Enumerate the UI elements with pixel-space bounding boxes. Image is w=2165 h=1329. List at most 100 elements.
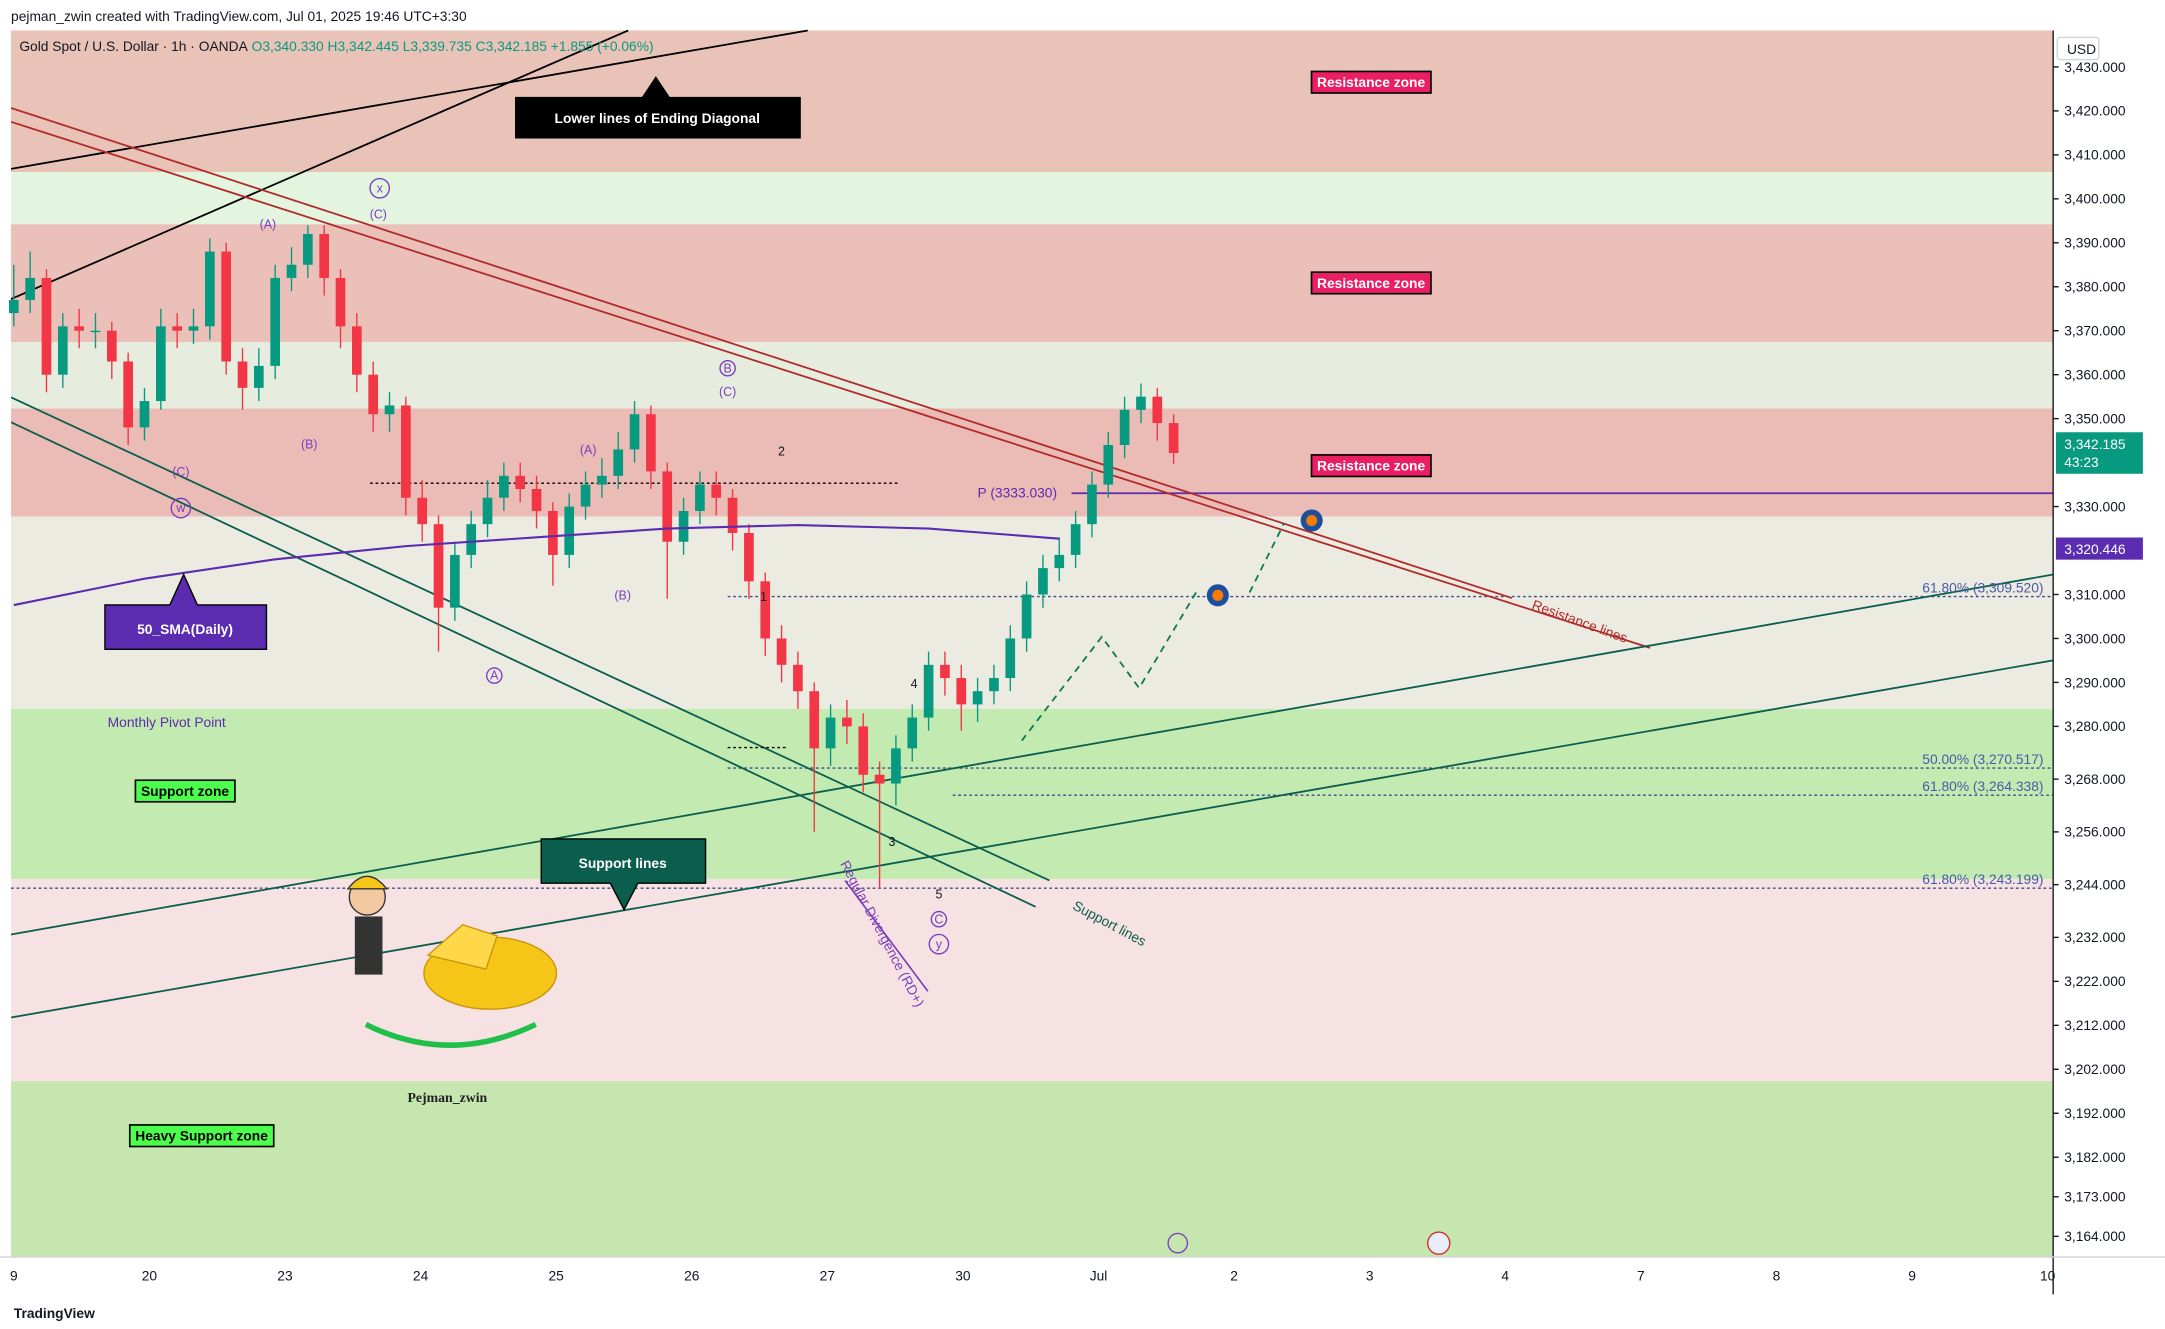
- brand: TradingView: [14, 1305, 95, 1321]
- zone-label-box: [1310, 454, 1432, 478]
- candle-body: [8, 299, 19, 314]
- x-tick-label: 7: [1637, 1268, 1645, 1284]
- axes: 3,430.000 3,420.000 3,410.000 3,400.000 3,39…: [10, 59, 2143, 1284]
- y-tick-label: 3,182.000: [2064, 1149, 2126, 1165]
- last-price-label: 3,342.185: [2064, 436, 2126, 452]
- candle-body: [629, 414, 640, 450]
- candle-body: [368, 374, 379, 415]
- candle-body: [352, 326, 362, 375]
- sma-value-label: 3,320.446: [2064, 541, 2126, 557]
- x-tick-label: 25: [548, 1268, 564, 1284]
- zone: [11, 516, 2054, 709]
- candle-body: [57, 326, 68, 375]
- trend-lines: [10, 29, 2054, 1019]
- candle-body: [711, 484, 722, 498]
- candle-body: [580, 484, 591, 507]
- wave-label: (A): [260, 217, 277, 231]
- wave-label: A: [490, 669, 499, 683]
- ending-diagonal-line: [10, 29, 629, 300]
- x-tick-label: 26: [684, 1268, 700, 1284]
- candles: [8, 225, 1179, 890]
- callout-text: Support lines: [579, 855, 667, 871]
- zone: [11, 1081, 2054, 1258]
- zone-label-text: Resistance zone: [1317, 74, 1425, 90]
- callout-box: [540, 838, 707, 912]
- candle-body: [1152, 396, 1163, 424]
- wave-label: C: [934, 912, 943, 926]
- candle-body: [303, 234, 313, 265]
- candle-body: [989, 678, 999, 692]
- candle-body: [384, 405, 395, 415]
- zone: [11, 30, 2054, 173]
- candle-body: [972, 691, 983, 705]
- zone-label-text: Resistance zone: [1317, 275, 1425, 291]
- wave-label: 4: [911, 677, 918, 691]
- candle-body: [907, 717, 918, 749]
- callout-text: 50_SMA(Daily): [137, 621, 233, 637]
- candle-body: [858, 726, 869, 775]
- divergence-line: [844, 879, 929, 992]
- support-line: [10, 573, 2054, 936]
- event-icon: [1426, 1231, 1451, 1255]
- y-tick-label: 3,310.000: [2064, 586, 2126, 602]
- candle-body: [744, 532, 754, 582]
- event-icon: [1167, 1232, 1189, 1254]
- ohlc-change: +1.855 (+0.06%): [551, 38, 654, 54]
- x-tick-label: 30: [955, 1268, 971, 1284]
- sma-callout: 50_SMA(Daily): [104, 572, 268, 650]
- target-icon: [1212, 589, 1224, 601]
- candle-body: [531, 488, 542, 511]
- y-tick-label: 3,244.000: [2064, 876, 2126, 892]
- wave-label: w: [175, 501, 186, 515]
- y-tick-label: 3,202.000: [2064, 1061, 2126, 1077]
- pivot-note: Monthly Pivot Point: [108, 714, 226, 730]
- zone-label: Resistance zone: [1310, 271, 1432, 295]
- y-tick-label: 3,280.000: [2064, 718, 2126, 734]
- candle-body: [940, 664, 950, 679]
- candle-body: [254, 365, 264, 388]
- candle-body: [760, 581, 771, 639]
- wave-label: (A): [580, 443, 597, 457]
- zone: [11, 408, 2054, 517]
- ending-diagonal-line: [10, 29, 808, 170]
- y-tick-label: 3,290.000: [2064, 674, 2126, 690]
- callout-box: [104, 572, 268, 650]
- candle-body: [335, 277, 346, 327]
- candle-body: [956, 678, 967, 705]
- candle-body: [74, 326, 84, 331]
- resistance-line: [10, 120, 1651, 649]
- candle-body: [646, 414, 656, 472]
- candle-body: [548, 510, 558, 555]
- candle-body: [613, 449, 624, 476]
- y-tick-label: 3,360.000: [2064, 367, 2126, 383]
- x-tick-label: 9: [10, 1268, 18, 1284]
- y-tick-label: 3,330.000: [2064, 498, 2126, 514]
- currency: USD: [2067, 41, 2096, 57]
- candle-body: [695, 484, 705, 511]
- candle-body: [1087, 484, 1097, 525]
- wave-label: (C): [172, 465, 189, 479]
- pivot-label: P (3333.030): [978, 484, 1058, 500]
- wave-label: 5: [935, 887, 942, 901]
- zone-label-box: [134, 779, 236, 803]
- candle-body: [123, 361, 133, 428]
- ohlc-high: H3,342.445: [328, 38, 400, 54]
- y-tick-label: 3,430.000: [2064, 59, 2126, 75]
- last-price-box: [2055, 432, 2143, 474]
- x-tick-label: 24: [413, 1268, 429, 1284]
- wave-circle: [928, 933, 950, 955]
- x-tick-label: 3: [1366, 1268, 1374, 1284]
- wave-circle: [719, 359, 736, 377]
- ending-diagonal-callout: Lower lines of Ending Diagonal: [515, 76, 801, 139]
- ohlc-low: L3,339.735: [403, 38, 472, 54]
- candle-body: [25, 277, 35, 300]
- y-tick-label: 3,390.000: [2064, 235, 2126, 251]
- wave-label: (B): [614, 588, 631, 602]
- y-tick-label: 3,222.000: [2064, 973, 2126, 989]
- candle-body: [90, 330, 101, 333]
- miner-body: [354, 916, 383, 975]
- candle-body: [1070, 524, 1081, 555]
- x-tick-label: 20: [142, 1268, 158, 1284]
- target-icon: [1306, 514, 1318, 527]
- y-tick-label: 3,268.000: [2064, 771, 2126, 787]
